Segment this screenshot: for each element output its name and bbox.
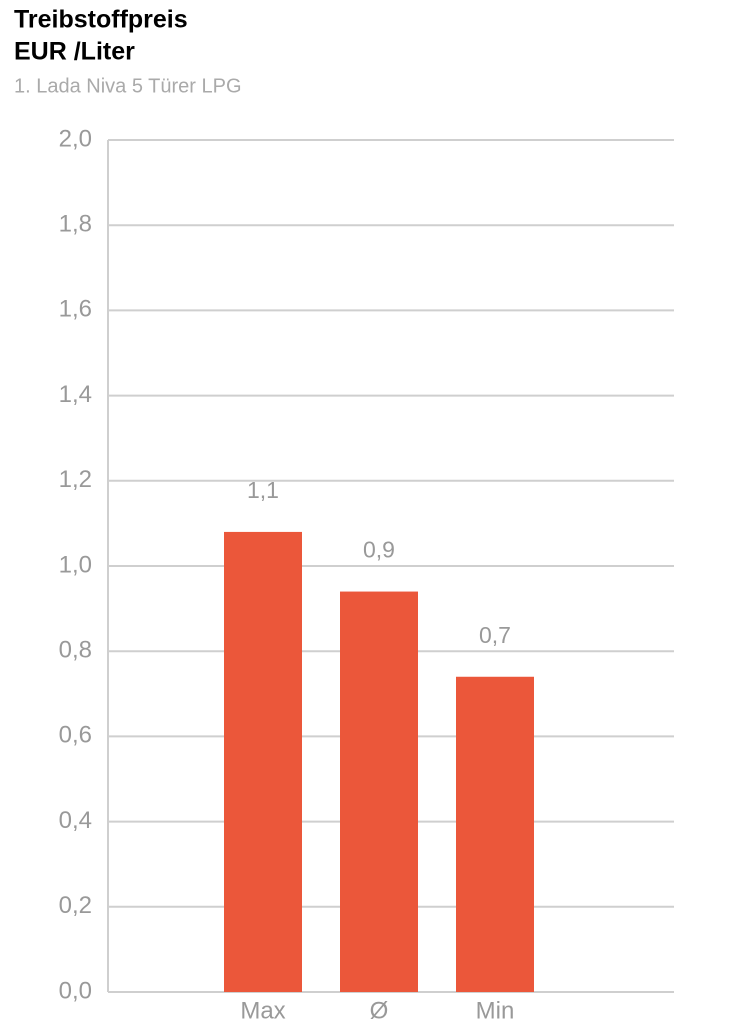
y-tick-label: 0,2: [59, 892, 92, 919]
chart-subtitle: 1. Lada Niva 5 Türer LPG: [14, 75, 242, 97]
y-tick-label: 0,8: [59, 637, 92, 664]
y-tick-label: 1,8: [59, 211, 92, 238]
value-label: 1,1: [247, 477, 279, 503]
bar: [340, 591, 418, 992]
y-tick-label: 1,6: [59, 296, 92, 323]
bar: [456, 676, 534, 992]
chart-unit: EUR /Liter: [14, 38, 135, 66]
y-tick-label: 1,2: [59, 466, 92, 493]
y-tick-label: 0,4: [59, 807, 92, 834]
x-tick-label: Ø: [370, 997, 389, 1024]
y-tick-label: 1,0: [59, 551, 92, 578]
x-tick-label: Min: [476, 997, 515, 1024]
bar: [224, 531, 302, 992]
value-label: 0,9: [363, 537, 395, 563]
y-tick-label: 2,0: [59, 125, 92, 152]
y-tick-label: 1,4: [59, 381, 92, 408]
y-tick-label: 0,6: [59, 722, 92, 749]
y-tick-label: 0,0: [59, 977, 92, 1004]
chart-title: Treibstoffpreis: [14, 6, 188, 34]
x-tick-label: Max: [240, 997, 285, 1024]
value-label: 0,7: [479, 622, 511, 648]
